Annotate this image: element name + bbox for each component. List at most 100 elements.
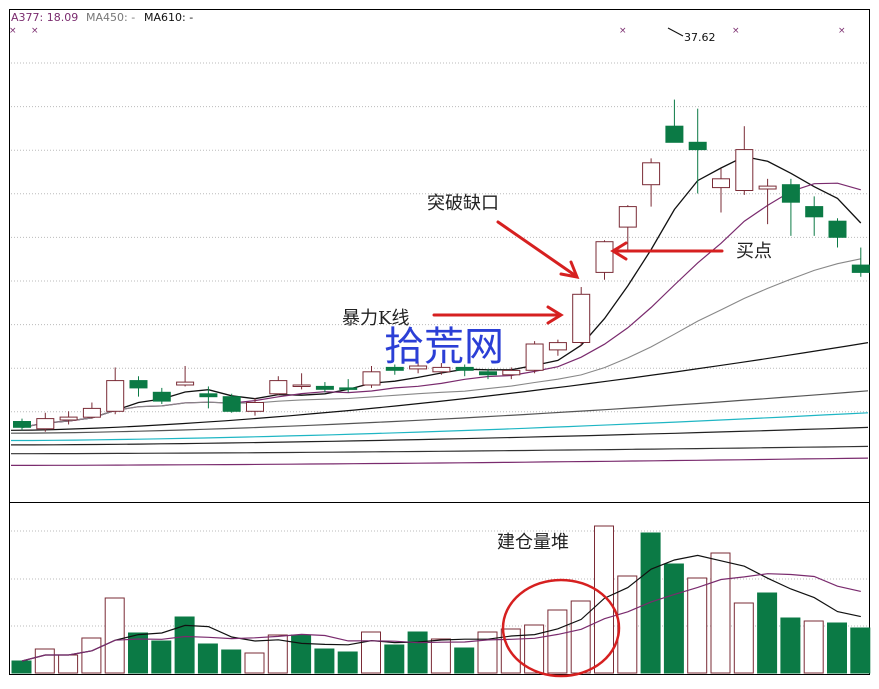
long-term-ma-line: [11, 445, 869, 455]
volume-bar: [384, 644, 405, 674]
candle: [292, 373, 311, 390]
candle: [712, 168, 730, 213]
volume-bar: [81, 637, 102, 674]
candle-body: [176, 381, 195, 386]
long-term-ma-line: [10, 390, 869, 434]
volume-bar: [547, 609, 568, 674]
volume-bar: [361, 631, 381, 674]
candle: [851, 247, 870, 277]
volume-panel-frame: [9, 502, 870, 675]
volume-bar: [640, 532, 661, 674]
candle-body: [805, 206, 824, 218]
volume-bar: [850, 627, 871, 674]
arrow-gap-breakout-head: [559, 260, 580, 279]
candle-body: [362, 371, 381, 386]
candle: [572, 287, 591, 346]
candle: [59, 411, 78, 425]
candle: [409, 361, 428, 374]
candle: [479, 368, 497, 380]
volume-bar: [757, 592, 778, 674]
volume-bar: [267, 634, 288, 674]
candle-body: [851, 264, 870, 273]
ma-line: [21, 258, 861, 428]
candle-body: [246, 402, 264, 412]
candle: [665, 99, 684, 143]
candlesticks: [13, 99, 870, 432]
candle: [82, 402, 101, 419]
candle-body: [36, 418, 55, 430]
candle: [36, 412, 55, 432]
long-term-ma-line: [11, 412, 869, 442]
candle-body: [339, 387, 358, 390]
annotation-buy-point: 买点: [736, 241, 772, 262]
candle-body: [595, 241, 614, 273]
volume-bar: [128, 632, 148, 674]
volume-ma-line: [21, 554, 861, 662]
candle: [595, 240, 614, 280]
candle: [176, 365, 195, 387]
candle-body: [222, 396, 241, 412]
x-marker: ×: [732, 26, 740, 36]
candle: [106, 367, 125, 415]
candle: [362, 365, 381, 388]
candle-body: [758, 185, 777, 190]
volume-bar: [594, 525, 614, 674]
candle-body: [199, 393, 218, 398]
peak-label: 37.62: [684, 31, 716, 44]
volume-bar: [733, 602, 754, 674]
candle-body: [292, 384, 311, 387]
volume-bar: [244, 652, 265, 674]
volume-pile-circle: [501, 578, 621, 678]
volume-bar: [477, 631, 498, 674]
candle: [385, 364, 404, 375]
candle: [246, 398, 264, 416]
annotation-volume-pile: 建仓量堆: [497, 532, 569, 553]
candle: [828, 218, 847, 248]
volume-bar: [11, 660, 32, 674]
x-marker: ×: [619, 26, 627, 36]
candle: [199, 386, 218, 409]
volume-average-lines: [21, 554, 861, 662]
candle: [805, 196, 824, 236]
annotation-violent-candle: 暴力K线: [342, 308, 409, 329]
candle-body: [385, 366, 404, 371]
candle-body: [152, 391, 171, 402]
long-term-ma-line: [11, 457, 869, 466]
candle: [548, 339, 567, 356]
volume-bar: [570, 600, 591, 674]
candle: [339, 379, 358, 393]
candle-body: [688, 141, 707, 151]
candle-body: [106, 380, 125, 412]
marker-row: × × × × ×: [9, 26, 846, 36]
annotation-gap-breakout: 突破缺口: [427, 193, 499, 214]
volume-bar: [174, 616, 195, 674]
moving-average-lines: [10, 155, 869, 466]
candle-body: [548, 342, 567, 351]
arrow-violent-candle-head: [546, 305, 564, 325]
legend-ma610: MA610: -: [144, 11, 193, 24]
candle-body: [13, 421, 31, 428]
volume-bar: [58, 654, 79, 674]
candle: [152, 387, 171, 404]
volume-bar: [314, 648, 335, 674]
candle-body: [269, 380, 288, 395]
candle-body: [82, 407, 101, 418]
volume-bar: [197, 643, 218, 674]
candle: [781, 178, 800, 236]
arrow-buy-point-head: [610, 241, 628, 261]
candle: [525, 341, 544, 374]
candle-body: [735, 149, 754, 192]
candle-body: [618, 206, 637, 228]
long-term-ma-line: [10, 342, 869, 431]
volume-bar: [687, 577, 708, 674]
volume-bar: [221, 649, 242, 674]
candle-body: [502, 369, 521, 376]
watermark-text: 拾荒网: [384, 324, 504, 370]
volume-bar: [430, 638, 451, 674]
candle: [315, 382, 334, 393]
candle: [735, 126, 754, 195]
annotation-arrows: [432, 220, 724, 325]
candle: [129, 376, 148, 397]
candle: [618, 205, 637, 252]
